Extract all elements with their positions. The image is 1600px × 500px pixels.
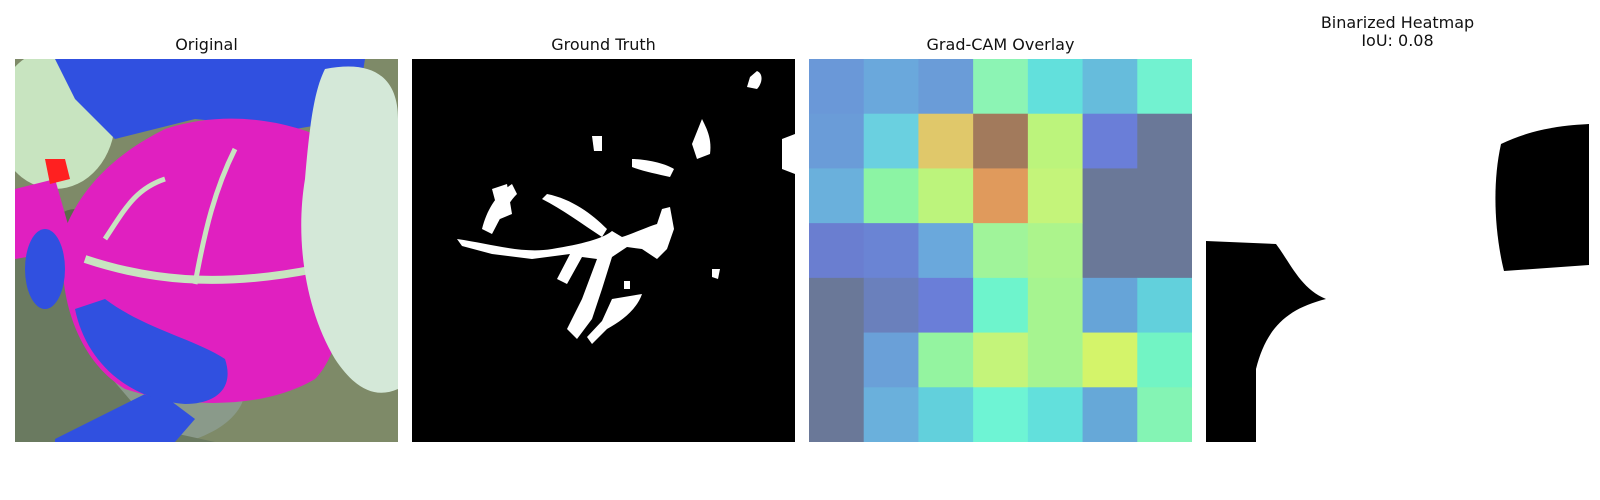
heatmap-cell <box>809 59 865 115</box>
heatmap-cell <box>1027 332 1084 388</box>
original-image <box>15 59 398 442</box>
heatmap-cell <box>809 113 865 169</box>
ground-truth-title: Ground Truth <box>551 35 656 54</box>
heatmap-cell <box>973 332 1029 388</box>
heatmap-cell <box>1082 113 1138 169</box>
heatmap-cell <box>1137 277 1192 334</box>
heatmap-cell <box>1137 387 1192 442</box>
heatmap-cell <box>1137 59 1192 115</box>
gradcam-title: Grad-CAM Overlay <box>926 35 1075 54</box>
heatmap-cell <box>863 277 919 334</box>
heatmap-cell <box>918 59 974 115</box>
heatmap-cell <box>1137 223 1192 279</box>
heatmap-cell <box>973 387 1029 442</box>
heatmap-cell <box>1027 387 1084 442</box>
heatmap-cell <box>863 387 919 442</box>
heatmap-cell <box>918 387 974 442</box>
heatmap-cell <box>1137 113 1192 169</box>
heatmap-cell <box>973 277 1029 334</box>
heatmap-cell <box>863 223 919 279</box>
heatmap-cell <box>1027 59 1084 115</box>
heatmap-cell <box>863 168 919 224</box>
heatmap-cell <box>1137 168 1192 224</box>
heatmap-cell <box>1082 277 1138 334</box>
heatmap-cell <box>809 277 865 334</box>
heatmap-cell <box>1027 223 1084 279</box>
heatmap-cell <box>863 113 919 169</box>
heatmap-cell <box>1027 113 1084 169</box>
binarized-heatmap <box>1206 59 1589 442</box>
heatmap-cell <box>809 332 865 388</box>
heatmap-cell <box>1082 223 1138 279</box>
heatmap-cell <box>918 168 974 224</box>
ground-truth-mask <box>412 59 795 442</box>
original-title: Original <box>175 35 238 54</box>
binarized-title: Binarized Heatmap IoU: 0.08 <box>1320 13 1475 50</box>
heatmap-cell <box>1082 332 1138 388</box>
heatmap-cell <box>1027 168 1084 224</box>
heatmap-cell <box>973 113 1029 169</box>
heatmap-cell <box>1082 59 1138 115</box>
heatmap-cell <box>809 168 865 224</box>
heatmap-cell <box>918 332 974 388</box>
heatmap-cell <box>973 168 1029 224</box>
heatmap-cell <box>973 223 1029 279</box>
heatmap-cell <box>1137 332 1192 388</box>
heatmap-cell <box>918 277 974 334</box>
heatmap-cell <box>809 387 865 442</box>
heatmap-cell <box>918 113 974 169</box>
heatmap-cell <box>809 223 865 279</box>
heatmap-cell <box>1082 168 1138 224</box>
heatmap-cell <box>918 223 974 279</box>
heatmap-cell <box>1082 387 1138 442</box>
heatmap-cell <box>863 332 919 388</box>
heatmap-cell <box>863 59 919 115</box>
gradcam-overlay <box>809 59 1192 442</box>
heatmap-cell <box>1027 277 1084 334</box>
heatmap-cell <box>973 59 1029 115</box>
